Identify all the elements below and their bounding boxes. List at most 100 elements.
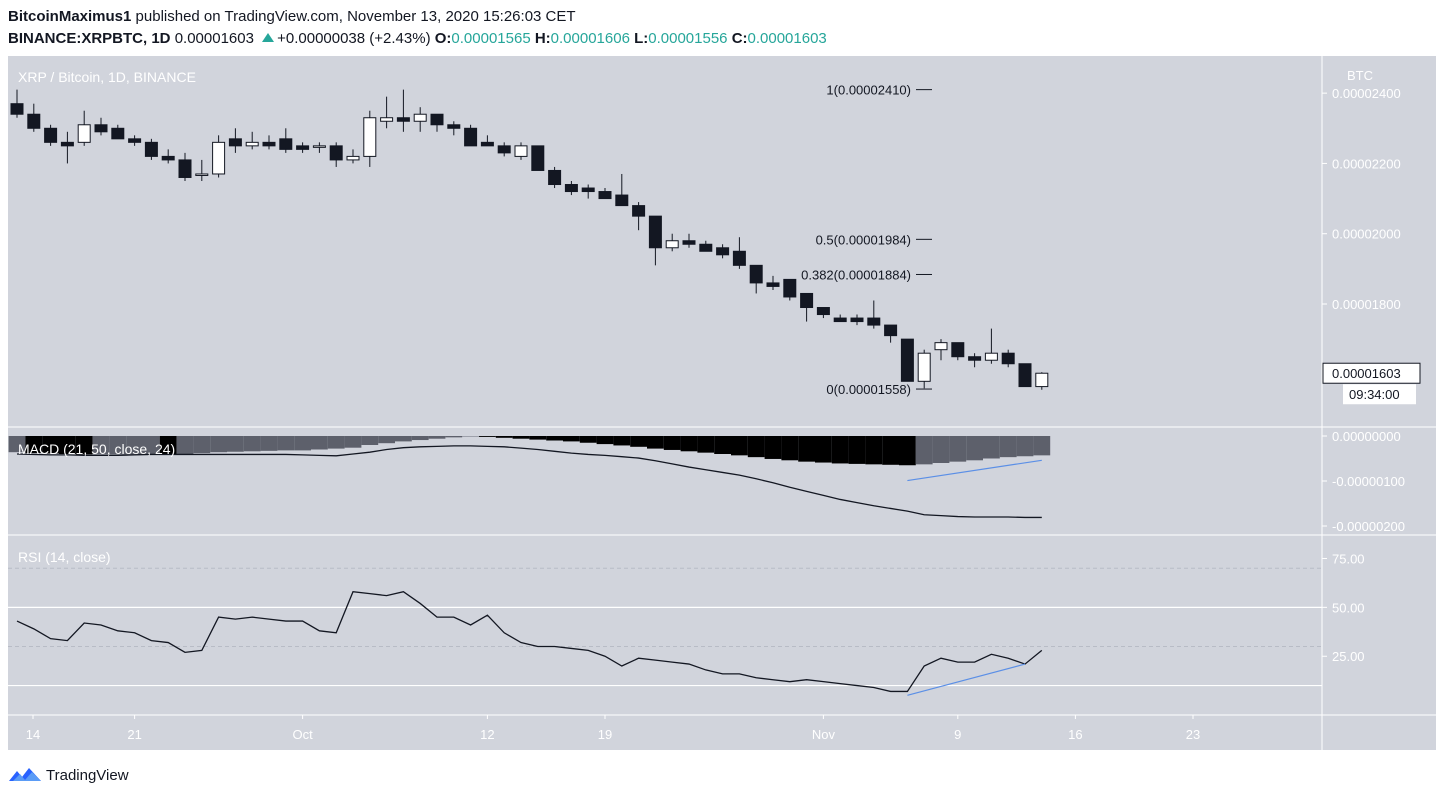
close-label: C: [731, 30, 748, 47]
macd-histogram-bar [59, 436, 76, 454]
macd-histogram-bar [277, 436, 295, 451]
candle[interactable] [816, 307, 830, 316]
macd-tick-label: -0.00000100 [1332, 474, 1405, 489]
candle[interactable] [161, 155, 175, 161]
candle[interactable] [111, 127, 125, 140]
candle[interactable] [464, 127, 478, 147]
macd-histogram-bar [479, 436, 496, 437]
footer-brand[interactable]: TradingView [46, 766, 129, 784]
candle[interactable] [1001, 352, 1015, 365]
candle[interactable] [1035, 372, 1049, 388]
macd-histogram-bar [227, 436, 244, 452]
candle[interactable] [228, 138, 242, 147]
macd-title: MACD (21, 50, close, 24) [18, 441, 175, 457]
candle[interactable] [564, 184, 578, 193]
macd-histogram-bar [596, 436, 614, 445]
candle[interactable] [329, 145, 343, 161]
candle[interactable] [766, 282, 780, 287]
macd-histogram-bar [411, 436, 429, 441]
candle[interactable] [682, 240, 696, 245]
candle[interactable] [27, 113, 41, 129]
macd-histogram-bar [1016, 436, 1034, 457]
time-tick-label: 16 [1068, 727, 1082, 742]
macd-histogram-bar [899, 436, 916, 466]
candle[interactable] [1018, 363, 1032, 388]
candle[interactable] [413, 113, 427, 122]
macd-histogram-bar [563, 436, 580, 442]
candle[interactable] [951, 342, 965, 358]
candle[interactable] [312, 145, 326, 148]
candle[interactable] [447, 124, 461, 129]
candle[interactable] [884, 324, 898, 337]
candle[interactable] [531, 145, 545, 171]
macd-histogram-bar [311, 436, 328, 450]
candle[interactable] [900, 338, 914, 382]
candle[interactable] [833, 317, 847, 323]
macd-histogram-bar [143, 436, 160, 455]
candle[interactable] [867, 317, 881, 326]
candle[interactable] [346, 155, 360, 161]
open-value: 0.00001565 [451, 30, 531, 47]
macd-histogram-bar [109, 436, 127, 455]
candle[interactable] [800, 292, 814, 309]
fib-level-label: 0(0.00001558) [826, 382, 911, 397]
candle[interactable] [262, 141, 276, 147]
candle[interactable] [665, 240, 679, 249]
candle[interactable] [548, 169, 562, 186]
candle[interactable] [380, 117, 394, 122]
candle[interactable] [716, 247, 730, 256]
candle[interactable] [94, 124, 108, 133]
candle[interactable] [430, 113, 444, 126]
candle[interactable] [984, 352, 998, 361]
price-tick-label: 0.00002400 [1332, 86, 1401, 101]
candle[interactable] [514, 145, 528, 157]
candle[interactable] [128, 138, 142, 143]
macd-histogram-bar [680, 436, 698, 452]
candle[interactable] [934, 342, 948, 351]
macd-histogram-bar [915, 436, 933, 465]
candle[interactable] [732, 250, 746, 266]
candle[interactable] [296, 145, 310, 150]
candle[interactable] [44, 127, 58, 143]
macd-histogram-bar [546, 436, 563, 441]
publish-info: published on TradingView.com, November 1… [135, 8, 576, 25]
candle[interactable] [245, 141, 259, 147]
candle[interactable] [648, 215, 662, 249]
candle[interactable] [144, 141, 158, 157]
candle[interactable] [178, 159, 192, 178]
candle[interactable] [363, 117, 377, 157]
candle[interactable] [581, 187, 595, 193]
candle[interactable] [396, 117, 410, 122]
candle[interactable] [783, 278, 797, 298]
author-name[interactable]: BitcoinMaximus1 [8, 8, 132, 25]
candle[interactable] [195, 173, 209, 176]
candle[interactable] [497, 145, 511, 154]
macd-histogram-bar [25, 436, 43, 454]
macd-histogram-bar [42, 436, 59, 454]
candle[interactable] [699, 243, 713, 252]
symbol-label: BINANCE:XRPBTC, 1D [8, 30, 171, 47]
price-tick-label: 0.00002000 [1332, 227, 1401, 242]
candle[interactable] [10, 103, 24, 115]
macd-histogram-bar [831, 436, 849, 464]
candle[interactable] [598, 191, 612, 200]
macd-histogram-bar [193, 436, 211, 454]
high-value: 0.00001606 [550, 30, 630, 47]
candle[interactable] [279, 138, 293, 150]
candle[interactable] [212, 141, 226, 175]
candle[interactable] [632, 205, 646, 217]
candle[interactable] [917, 352, 931, 382]
candle[interactable] [850, 317, 864, 323]
time-tick-label: Nov [812, 727, 836, 742]
candle[interactable] [749, 264, 763, 284]
candle[interactable] [615, 194, 629, 207]
candle[interactable] [60, 141, 74, 147]
candle[interactable] [968, 356, 982, 361]
candle[interactable] [77, 124, 91, 143]
fib-level-label: 0.5(0.00001984) [816, 232, 911, 247]
macd-histogram-bar [126, 436, 143, 455]
macd-tick-label: -0.00000200 [1332, 519, 1405, 534]
candle[interactable] [480, 141, 494, 147]
macd-histogram-bar [75, 436, 93, 455]
